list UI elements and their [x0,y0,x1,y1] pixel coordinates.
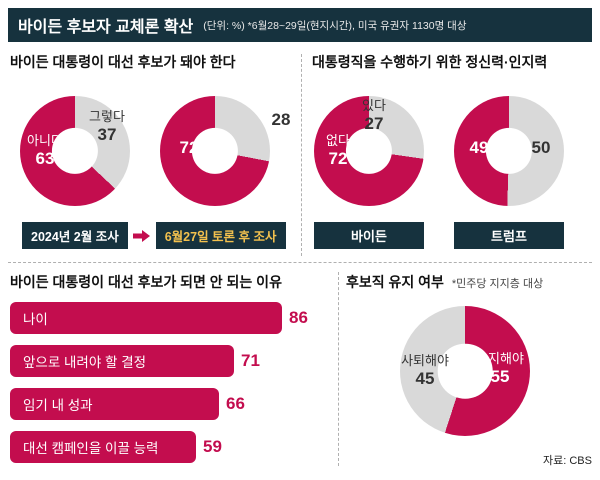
source-credit: 자료: CBS [543,455,592,467]
donut-hole [437,343,493,399]
bar: 나이 [10,302,282,334]
bar-value: 71 [241,351,260,370]
slice-label-yes: 28 [271,110,291,129]
bar: 임기 내 성과 [10,388,219,420]
panel-reasons-bar-chart: 바이든 대통령이 대선 후보가 되면 안 되는 이유 나이 86 앞으로 내려야… [10,272,334,474]
arrow-right-icon [132,229,150,242]
slice-label-resign: 사퇴해야 45 [401,353,449,388]
caption-row: 2024년 2월 조사 6월27일 토론 후 조사 [22,222,298,249]
slice-label-no: 아니다 63 [27,133,63,168]
bar-label: 대선 캠페인을 이끌 능력 [23,441,159,456]
slice-label-has-not: 없다 72 [326,133,350,168]
panel-note: *민주당 지지층 대상 [451,278,544,290]
donut-keep-candidacy: 사퇴해야 45 유지해야 55 [400,306,530,436]
donut-hole [51,127,99,175]
horizontal-divider [8,262,592,263]
panel-keep-candidacy: 후보직 유지 여부 *민주당 지지층 대상 사퇴해야 45 유지해야 55 자료… [346,272,592,472]
donut-row: 있다 27 없다 72 50 49 [314,96,592,206]
bar-row-age: 나이 86 [10,302,334,334]
bar-label: 임기 내 성과 [23,398,93,413]
caption-trump: 트럼프 [454,222,564,249]
caption-row: 바이든 트럼프 [314,222,592,249]
bar-chart: 나이 86 앞으로 내려야 할 결정 71 임기 내 성과 66 대선 캠페인을… [10,302,334,463]
caption-biden: 바이든 [314,222,424,249]
donut-ring: 28 72 [160,96,290,206]
page-subtitle: (단위: %) *6월28~29일(현지시간), 미국 유권자 1130명 대상 [203,19,467,32]
slice-label-yes: 그렇다 37 [89,109,125,144]
vertical-divider-top [301,54,302,256]
bar-value: 59 [203,437,222,456]
panel-title: 대통령직을 수행하기 위한 정신력·인지력 [312,54,548,70]
bar-value: 66 [226,394,245,413]
slice-label-keep: 유지해야 55 [476,351,524,386]
slice-label-has-not: 49 [469,138,489,157]
donut-ring: 50 49 [454,96,564,206]
donut-row: 그렇다 37 아니다 63 28 72 [20,96,298,206]
donut-hole [485,127,533,175]
bar-label: 나이 [23,312,48,327]
donut-hole [345,127,393,175]
donut-trump: 50 49 [454,96,564,206]
panel-title: 후보직 유지 여부 *민주당 지지층 대상 [346,272,592,292]
panel-title: 바이든 대통령이 대선 후보가 돼야 한다 [10,54,236,70]
bar: 대선 캠페인을 이끌 능력 [10,431,196,463]
bar-value: 86 [289,308,308,327]
slice-label-has: 50 [531,138,551,157]
panel-title: 바이든 대통령이 대선 후보가 되면 안 되는 이유 [10,274,282,290]
slice-label-has: 있다 27 [362,98,386,133]
donut-ring: 그렇다 37 아니다 63 [20,96,130,206]
bar-row-term-performance: 임기 내 성과 66 [10,388,334,420]
donut-post-debate-survey: 28 72 [160,96,290,206]
panel-mental-capacity: 대통령직을 수행하기 위한 정신력·인지력 있다 27 없다 72 [312,52,592,249]
page-title: 바이든 후보자 교체론 확산 [18,19,194,36]
donut-ring: 사퇴해야 45 유지해야 55 [400,306,530,436]
panel-should-be-candidate: 바이든 대통령이 대선 후보가 돼야 한다 그렇다 37 아니다 63 [10,52,298,249]
bar: 앞으로 내려야 할 결정 [10,345,234,377]
panel-title-text: 후보직 유지 여부 [346,274,444,290]
caption-feb-survey: 2024년 2월 조사 [22,222,128,249]
bar-row-campaign-ability: 대선 캠페인을 이끌 능력 59 [10,431,334,463]
donut-biden: 있다 27 없다 72 [314,96,424,206]
bar-label: 앞으로 내려야 할 결정 [23,355,147,370]
caption-post-debate-survey: 6월27일 토론 후 조사 [155,222,286,249]
header-bar: 바이든 후보자 교체론 확산 (단위: %) *6월28~29일(현지시간), … [8,8,592,42]
donut-hole [191,127,239,175]
donut-feb-2024-survey: 그렇다 37 아니다 63 [20,96,130,206]
bar-row-decisions: 앞으로 내려야 할 결정 71 [10,345,334,377]
slice-label-no: 72 [179,138,199,157]
vertical-divider-bottom [338,272,339,466]
donut-ring: 있다 27 없다 72 [314,96,424,206]
